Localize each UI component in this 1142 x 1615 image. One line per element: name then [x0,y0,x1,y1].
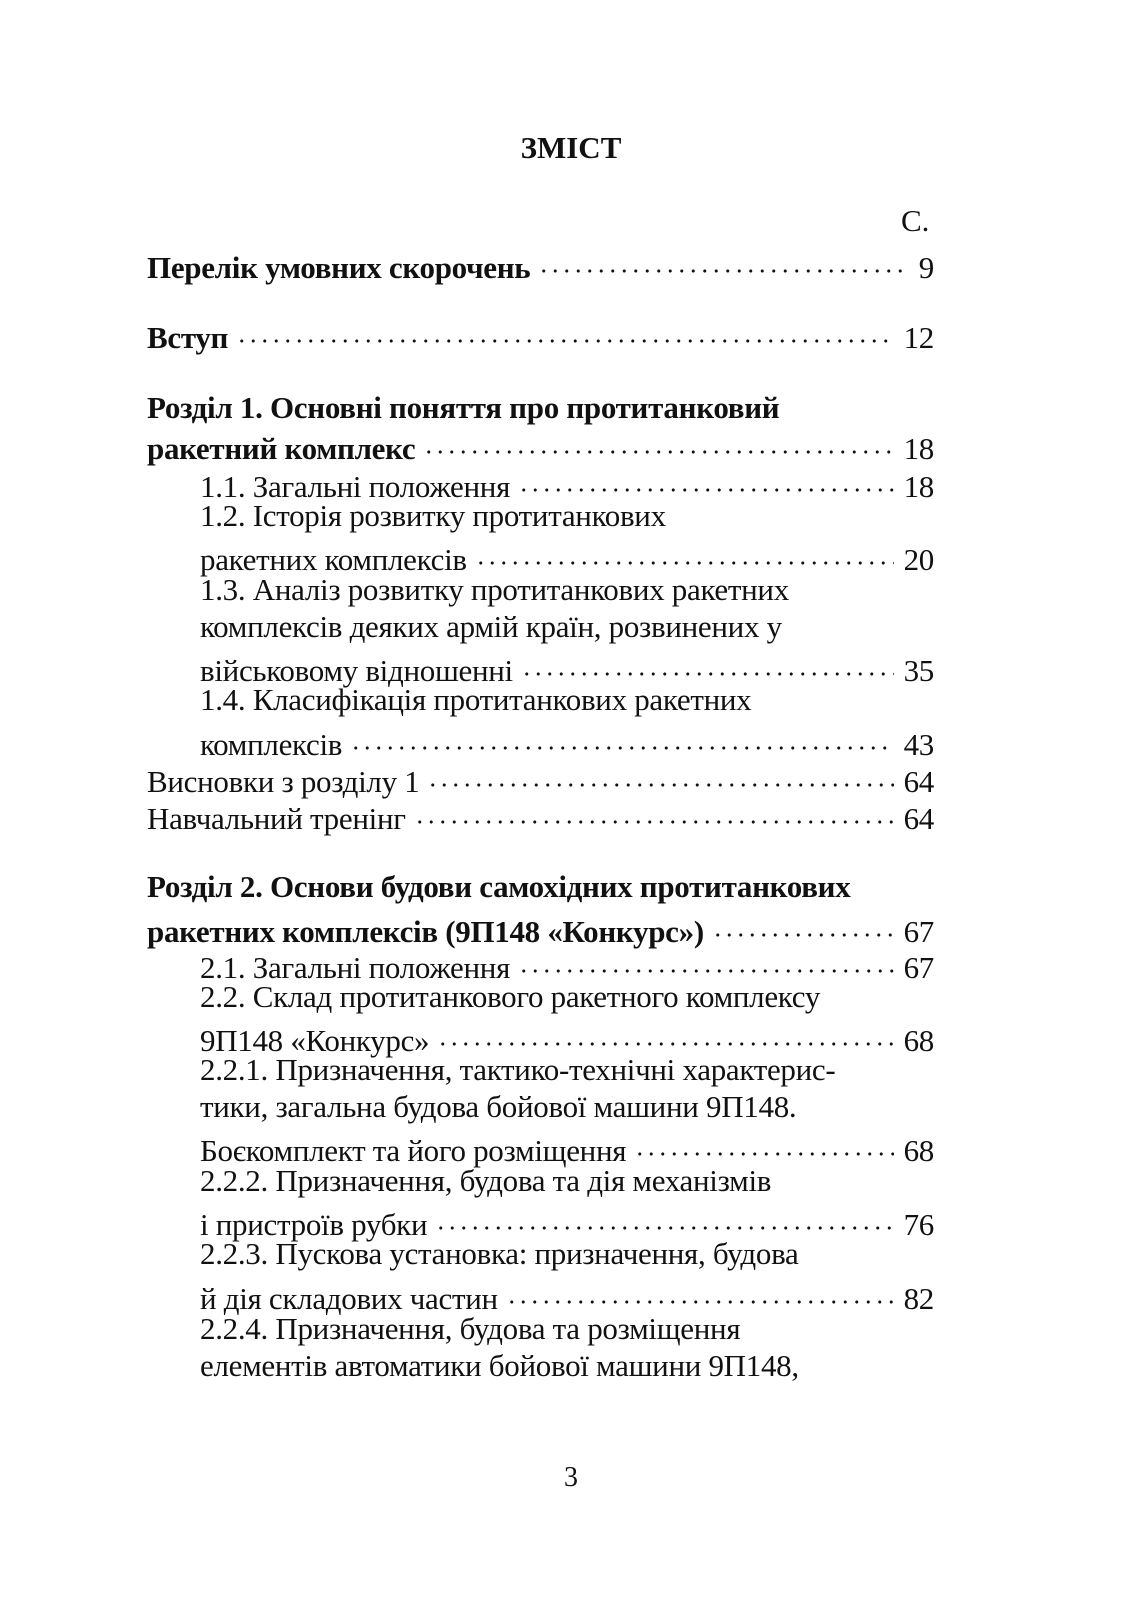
toc-entry-text: комплексів [200,727,343,762]
toc-entry-text: й дія складових частин [200,1281,498,1316]
toc-entry-text: 2.1. Загальні положення [200,950,511,985]
toc-entry-text: військовому відношенні [200,653,513,688]
dot-leader [518,941,894,978]
toc-entry-text: 1.1. Загальні положення [200,469,511,504]
toc-entry-line: 1.2. Історія розвитку протитанкових [200,497,934,534]
toc-page-number: 18 [903,469,935,504]
toc-page-number: 67 [903,914,935,949]
toc-entry-line: комплексів 43 [200,718,934,762]
toc-entry-line: 2.2.1. Призначення, тактико-технічні хар… [200,1051,934,1088]
toc-entry-line: 9П148 «Конкурс» 68 [200,1014,934,1058]
toc-page-number: 64 [903,764,935,799]
toc-entry-line: ракетних комплексів 20 [200,533,934,577]
toc-entry-text: Розділ 1. Основні поняття про протитанко… [147,390,780,425]
toc-entry-line: Боєкомплект та його розміщення 68 [200,1124,934,1168]
toc-entry-line: військовому відношенні 35 [200,644,934,688]
toc-entry-line: Висновки з розділу 1 64 [147,755,934,799]
toc-entry-line: Навчальний тренінг 64 [147,792,934,836]
toc-entry-text: 2.2.1. Призначення, тактико-технічні хар… [200,1052,836,1087]
toc-entry-text: Розділ 2. Основи будови самохідних проти… [147,869,851,904]
toc-entry-text: тики, загальна будова бойової машини 9П1… [200,1089,797,1124]
toc-entry-text: 9П148 «Конкурс» [200,1023,430,1058]
toc-page-number: 35 [903,653,935,688]
dot-leader [435,1198,894,1235]
toc-entry-text: комплексів деяких армій країн, розвинени… [200,609,782,644]
toc-entry-text: і пристроїв рубки [200,1207,428,1242]
toc-page-number: 68 [903,1133,935,1168]
dot-leader [520,644,894,681]
toc-entry-line: 2.2.2. Призначення, будова та дія механі… [200,1162,934,1199]
toc-entry-text: Вступ [147,320,229,355]
dot-leader [427,755,894,792]
toc-entry-text: елементів автоматики бойової машини 9П14… [200,1348,799,1383]
toc-entry-text: ракетних комплексів [200,542,467,577]
toc-entry-line: 2.2.4. Призначення, будова та розміщення [200,1310,934,1347]
toc-entry-text: Перелік умовних скорочень [147,250,531,285]
toc-entry-line: 2.2. Склад протитанкового ракетного комп… [200,978,934,1015]
dot-leader [474,533,894,570]
toc-entry-line: Розділ 1. Основні поняття про протитанко… [147,389,934,426]
toc-entry-line: Розділ 2. Основи будови самохідних проти… [147,868,934,905]
toc-page-number: 67 [903,950,935,985]
toc-entry-line: 2.2.3. Пускова установка: призначення, б… [200,1235,934,1272]
toc-entry-line: ракетний комплекс 18 [147,422,934,466]
dot-leader [350,718,894,755]
dot-leader [437,1014,894,1051]
toc-entry-text: 1.3. Аналіз розвитку протитанкових ракет… [200,572,789,607]
toc-page-number: 20 [903,542,935,577]
dot-leader [711,905,894,942]
dot-leader [236,311,894,348]
toc-entry-line: і пристроїв рубки 76 [200,1198,934,1242]
toc-page-number: 12 [903,320,935,355]
toc-entry-text: Висновки з розділу 1 [147,764,420,799]
dot-leader [634,1124,894,1161]
toc-page-number: 82 [903,1281,935,1316]
dot-leader [423,422,894,459]
page-title: ЗМІСТ [520,130,622,165]
dot-leader [505,1272,894,1309]
dot-leader [518,460,894,497]
toc-entry-text: 2.2. Склад протитанкового ракетного комп… [200,979,821,1014]
toc-entry-line: 2.1. Загальні положення 67 [200,941,934,985]
toc-entry-line: 1.4. Класифікація протитанкових ракетних [200,681,934,718]
toc-entry-line: Перелік умовних скорочень 9 [147,241,934,285]
toc-entry-line: 1.1. Загальні положення 18 [200,460,934,504]
toc-entry-line: Вступ 12 [147,311,934,355]
toc-page-number: 43 [903,727,935,762]
toc-entry-text: 2.2.3. Пускова установка: призначення, б… [200,1236,799,1271]
toc-entry-line: 1.3. Аналіз розвитку протитанкових ракет… [200,571,934,608]
toc-entry-text: ракетний комплекс [147,431,416,466]
toc-page-number: 68 [903,1023,935,1058]
dot-leader [413,792,894,829]
page-number: 3 [564,1462,578,1493]
toc-entry-text: 1.2. Історія розвитку протитанкових [200,498,666,533]
dot-leader [538,241,909,278]
toc-entry-line: комплексів деяких армій країн, розвинени… [200,608,934,645]
toc-entry-text: Боєкомплект та його розміщення [200,1133,627,1168]
page-column-label: С. [901,203,930,238]
toc-entry-line: ракетних комплексів (9П148 «Конкурс») 67 [147,905,934,949]
toc-entry-text: Навчальний тренінг [147,801,406,836]
toc-entry-text: 2.2.2. Призначення, будова та дія механі… [200,1163,772,1198]
toc-page-number: 64 [903,801,935,836]
toc-page-number: 18 [903,431,935,466]
toc-page-number: 76 [903,1207,935,1242]
toc-entry-line: тики, загальна будова бойової машини 9П1… [200,1088,934,1125]
toc-entry-text: 1.4. Класифікація протитанкових ракетних [200,682,752,717]
toc-page-number: 9 [918,250,935,285]
toc-entry-line: елементів автоматики бойової машини 9П14… [200,1347,934,1384]
toc-entry-line: й дія складових частин 82 [200,1272,934,1316]
toc-entry-text: 2.2.4. Призначення, будова та розміщення [200,1311,741,1346]
